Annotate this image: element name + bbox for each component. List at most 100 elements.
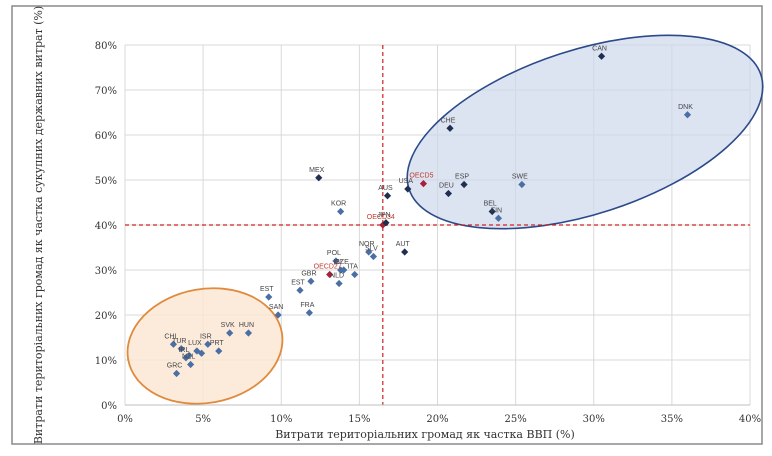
- data-point: [274, 311, 282, 319]
- data-point: [404, 185, 412, 193]
- data-point-label: ITA: [348, 264, 359, 271]
- data-point: [401, 248, 409, 256]
- data-point-label: BEL: [484, 201, 497, 208]
- x-tick-label: 25%: [505, 414, 527, 425]
- data-point-label: KOR: [331, 201, 346, 208]
- data-point-label: DNK: [678, 104, 693, 111]
- x-tick-label: 15%: [348, 414, 370, 425]
- data-point-label: CHL: [164, 333, 178, 340]
- data-point: [419, 180, 428, 188]
- data-point-label: USA: [399, 178, 414, 185]
- data-point: [305, 309, 313, 317]
- data-point-label: IRL: [178, 347, 189, 354]
- data-point: [169, 340, 178, 348]
- y-tick-label: 50%: [95, 176, 117, 187]
- data-point: [460, 180, 468, 189]
- x-tick-label: 40%: [739, 414, 761, 425]
- data-point-label: SAN: [269, 304, 283, 311]
- data-point: [683, 111, 692, 119]
- y-tick-label: 30%: [95, 266, 117, 277]
- data-point-label: GBR: [301, 270, 316, 277]
- data-point: [383, 192, 392, 200]
- data-point-label: ISR: [200, 333, 212, 340]
- cluster-highlights: [126, 34, 764, 405]
- data-point-label: FIN: [491, 207, 502, 214]
- data-point-label: FRA: [300, 302, 314, 309]
- data-point-label: CZE: [335, 259, 349, 266]
- x-tick-label: 20%: [426, 414, 448, 425]
- y-tick-label: 0%: [101, 401, 117, 412]
- data-point-label: TUR: [172, 338, 186, 345]
- data-point: [488, 207, 496, 216]
- data-point-label: SVK: [221, 322, 235, 329]
- data-point-label: POL: [327, 250, 341, 257]
- data-point: [187, 360, 195, 369]
- x-tick-label: 30%: [583, 414, 605, 425]
- cluster-ellipse-high: [406, 34, 764, 230]
- data-point-label: CAN: [592, 45, 607, 52]
- data-point: [518, 180, 526, 189]
- y-axis-title: Витрати територіальних громад як частка …: [32, 6, 45, 444]
- data-point: [172, 369, 181, 378]
- axes: 0% 5% 10% 15% 20% 25% 30% 35% 40% 0% 10% 20% 30% 40% 5…: [95, 41, 761, 425]
- data-point: [177, 345, 185, 353]
- chart-frame: [11, 5, 763, 445]
- data-point-label: NOR: [359, 241, 375, 248]
- x-tick-label: 35%: [661, 414, 683, 425]
- data-point: [351, 270, 359, 279]
- data-point: [597, 52, 606, 60]
- x-tick-label: 10%: [270, 414, 292, 425]
- x-axis-title: Витрати територіальних громад як частка …: [275, 428, 575, 441]
- data-point: [365, 248, 373, 256]
- data-point-label: OECD27: [314, 264, 342, 271]
- x-tick-label: 5%: [195, 414, 211, 425]
- data-point-label: GRC: [167, 363, 183, 370]
- data-point-label: SWE: [512, 174, 528, 181]
- y-tick-label: 10%: [95, 356, 117, 367]
- data-point-label: EST: [291, 279, 305, 286]
- data-point: [265, 293, 273, 301]
- data-point: [335, 279, 343, 288]
- data-point-label: DEU: [439, 183, 454, 190]
- data-point: [307, 277, 315, 285]
- data-point: [446, 124, 454, 132]
- data-point: [215, 347, 223, 355]
- data-point-label: SLV: [365, 246, 378, 253]
- data-point: [337, 207, 345, 216]
- data-point-label: CHE: [441, 117, 456, 124]
- data-point-label: NLD: [330, 273, 344, 280]
- data-point: [197, 349, 206, 357]
- data-point: [296, 286, 304, 294]
- data-point-label: OECD34: [367, 214, 395, 221]
- data-point: [369, 252, 378, 261]
- y-tick-label: 70%: [95, 86, 117, 97]
- y-tick-label: 40%: [95, 221, 117, 232]
- data-point: [185, 351, 193, 360]
- data-point-label: EST: [260, 286, 274, 293]
- y-tick-label: 20%: [95, 311, 117, 322]
- data-point: [204, 340, 212, 348]
- data-point: [340, 266, 348, 274]
- data-points: [169, 52, 692, 378]
- data-point-label: ISL: [333, 259, 344, 266]
- data-point-label: AUS: [378, 185, 393, 192]
- data-point: [315, 174, 323, 182]
- x-tick-label: 0%: [117, 414, 133, 425]
- data-point-label: NZL: [182, 354, 195, 361]
- data-point: [382, 219, 390, 227]
- data-point: [244, 329, 253, 337]
- data-point-label: AUT: [396, 241, 411, 248]
- data-point: [332, 257, 340, 265]
- data-point-label: PRT: [210, 340, 225, 347]
- data-point: [226, 329, 234, 337]
- data-point-label: JPN: [377, 212, 390, 219]
- data-point: [494, 214, 503, 222]
- data-point-label: MEX: [309, 167, 325, 174]
- cluster-ellipse-low: [126, 287, 284, 405]
- data-point-label: HUN: [239, 322, 254, 329]
- reference-lines: [125, 45, 750, 405]
- data-point: [444, 189, 453, 198]
